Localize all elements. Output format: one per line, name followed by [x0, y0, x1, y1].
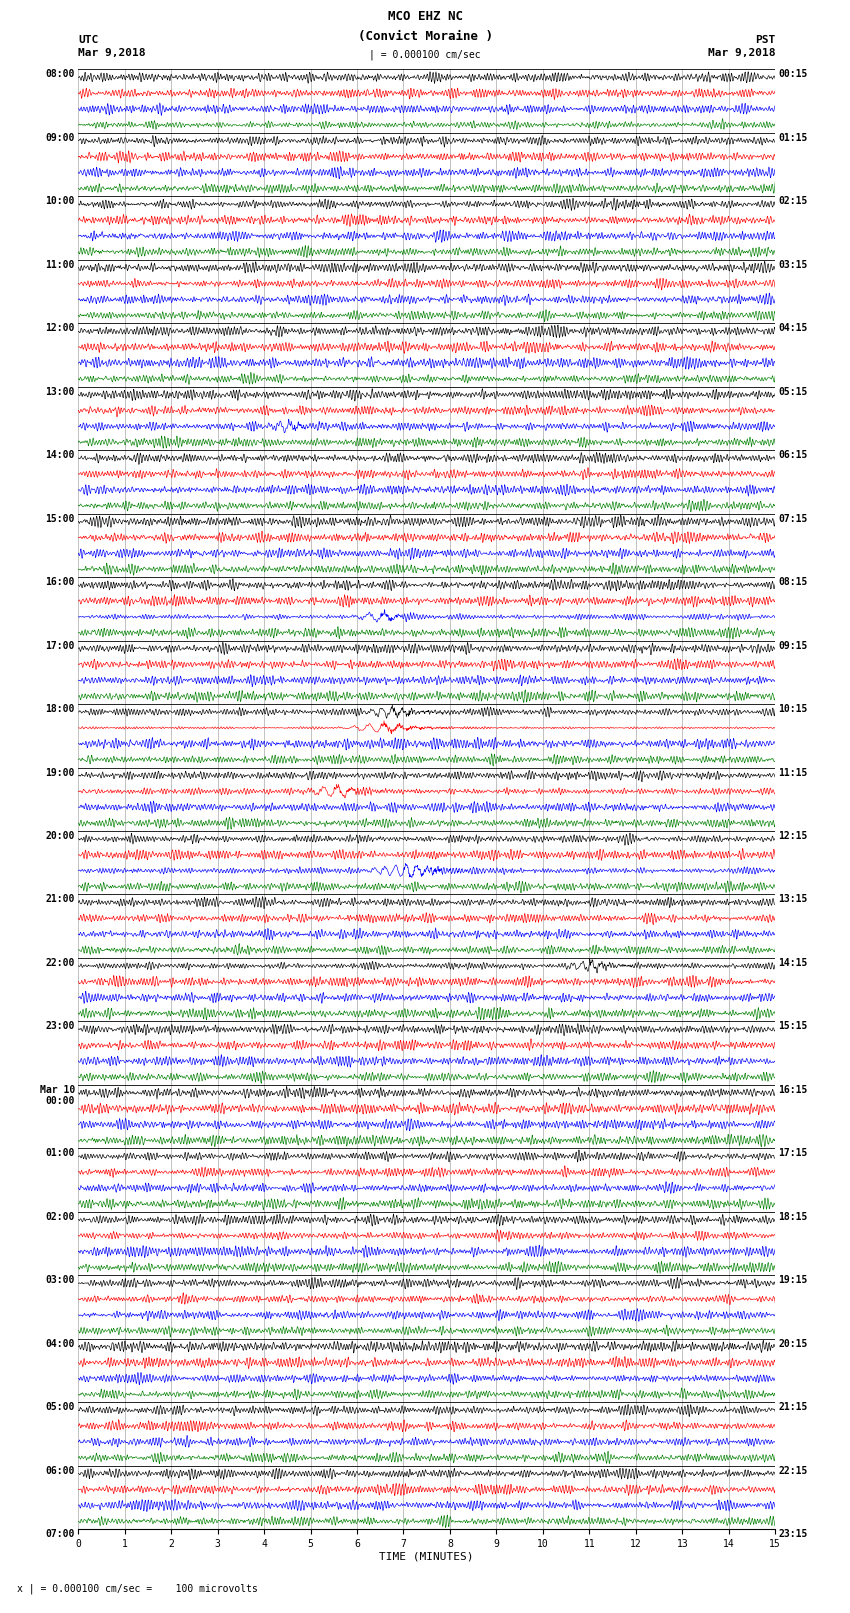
Text: 03:15: 03:15: [779, 260, 808, 269]
Text: 02:00: 02:00: [45, 1211, 75, 1221]
Text: 16:15: 16:15: [779, 1086, 808, 1095]
Text: 07:00: 07:00: [45, 1529, 75, 1539]
Text: 15:00: 15:00: [45, 513, 75, 524]
Text: (Convict Moraine ): (Convict Moraine ): [358, 29, 492, 44]
Text: 07:15: 07:15: [779, 513, 808, 524]
Text: 05:15: 05:15: [779, 387, 808, 397]
Text: 18:15: 18:15: [779, 1211, 808, 1221]
Text: Mar 10
00:00: Mar 10 00:00: [40, 1086, 75, 1107]
Text: 23:00: 23:00: [45, 1021, 75, 1031]
Text: 01:15: 01:15: [779, 132, 808, 144]
Text: 02:15: 02:15: [779, 197, 808, 206]
Text: 00:15: 00:15: [779, 69, 808, 79]
Text: 19:15: 19:15: [779, 1276, 808, 1286]
Text: 06:15: 06:15: [779, 450, 808, 460]
Text: 04:00: 04:00: [45, 1339, 75, 1348]
Text: 21:00: 21:00: [45, 895, 75, 905]
Text: 19:00: 19:00: [45, 768, 75, 777]
Text: 14:15: 14:15: [779, 958, 808, 968]
Text: 04:15: 04:15: [779, 323, 808, 334]
Text: 13:00: 13:00: [45, 387, 75, 397]
Text: 20:00: 20:00: [45, 831, 75, 840]
Text: 05:00: 05:00: [45, 1402, 75, 1413]
Text: 22:00: 22:00: [45, 958, 75, 968]
Text: MCO EHZ NC: MCO EHZ NC: [388, 10, 462, 24]
Text: 10:15: 10:15: [779, 703, 808, 715]
Text: 08:15: 08:15: [779, 577, 808, 587]
Text: Mar 9,2018: Mar 9,2018: [78, 48, 145, 58]
Text: 06:00: 06:00: [45, 1466, 75, 1476]
Text: 09:15: 09:15: [779, 640, 808, 650]
Text: 12:00: 12:00: [45, 323, 75, 334]
Text: 08:00: 08:00: [45, 69, 75, 79]
Text: x | = 0.000100 cm/sec =    100 microvolts: x | = 0.000100 cm/sec = 100 microvolts: [17, 1582, 258, 1594]
Text: 15:15: 15:15: [779, 1021, 808, 1031]
Text: PST: PST: [755, 35, 775, 45]
Text: 10:00: 10:00: [45, 197, 75, 206]
Text: 01:00: 01:00: [45, 1148, 75, 1158]
Text: 11:15: 11:15: [779, 768, 808, 777]
Text: Mar 9,2018: Mar 9,2018: [708, 48, 775, 58]
Text: 17:00: 17:00: [45, 640, 75, 650]
Text: 14:00: 14:00: [45, 450, 75, 460]
Text: 11:00: 11:00: [45, 260, 75, 269]
Text: 21:15: 21:15: [779, 1402, 808, 1413]
Text: 03:00: 03:00: [45, 1276, 75, 1286]
Text: 09:00: 09:00: [45, 132, 75, 144]
Text: 18:00: 18:00: [45, 703, 75, 715]
Text: 23:15: 23:15: [779, 1529, 808, 1539]
Text: 22:15: 22:15: [779, 1466, 808, 1476]
Text: | = 0.000100 cm/sec: | = 0.000100 cm/sec: [369, 48, 481, 60]
Text: 13:15: 13:15: [779, 895, 808, 905]
Text: 12:15: 12:15: [779, 831, 808, 840]
Text: 20:15: 20:15: [779, 1339, 808, 1348]
X-axis label: TIME (MINUTES): TIME (MINUTES): [379, 1552, 474, 1561]
Text: 17:15: 17:15: [779, 1148, 808, 1158]
Text: UTC: UTC: [78, 35, 99, 45]
Text: 16:00: 16:00: [45, 577, 75, 587]
